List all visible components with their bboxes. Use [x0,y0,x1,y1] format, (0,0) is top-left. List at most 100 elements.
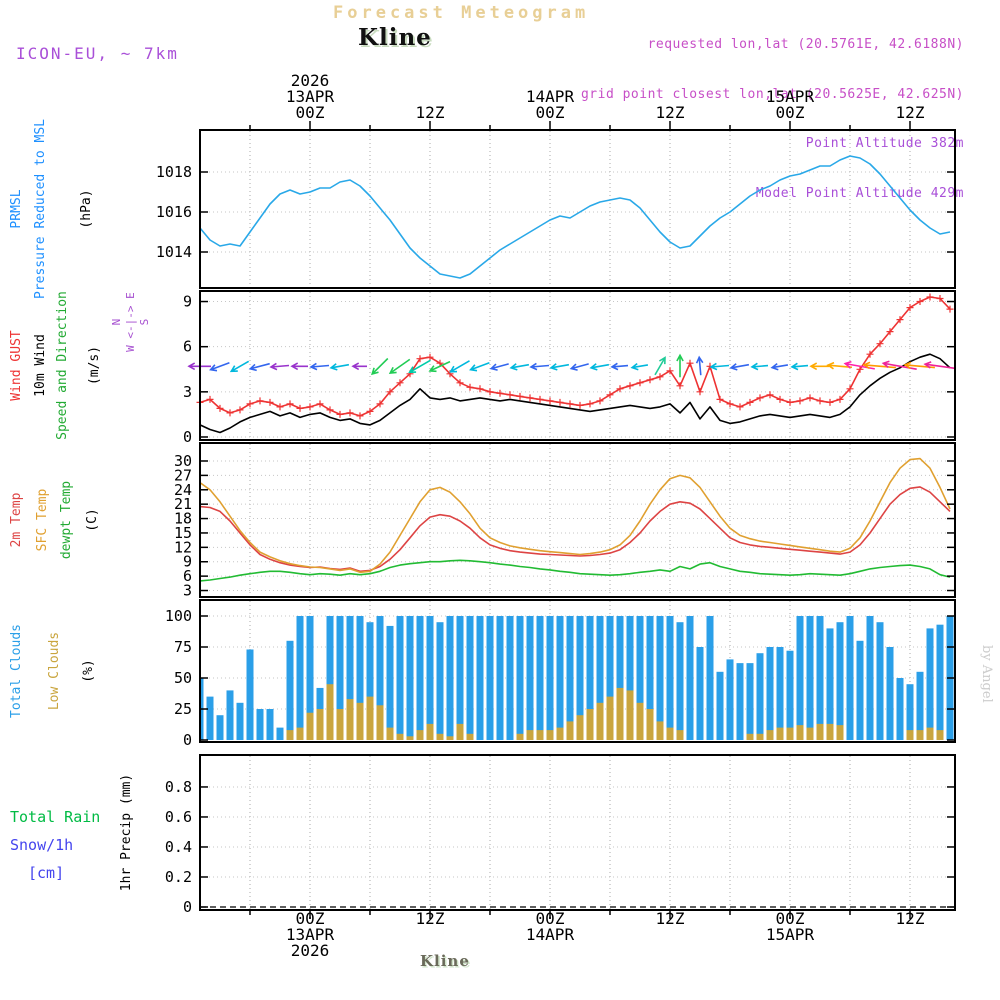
cloud-bar [316,709,324,741]
wind-arrow [843,360,875,370]
y-tick-label: 9 [183,293,192,311]
bottom-axis-label: 00Z [296,909,325,928]
cloud-bar [366,622,374,741]
cloud-bar [466,733,474,741]
cloud-bar [386,625,394,741]
cloud-bar [286,730,294,741]
cloud-bar [846,615,854,741]
top-axis-label: 12Z [896,103,925,122]
wind-arrow [790,362,809,371]
y-tick-label: 25 [174,700,192,718]
cloud-bar [906,730,914,741]
cloud-bar [256,709,264,741]
cloud-bar [216,715,224,741]
cloud-bar [776,727,784,741]
cloud-bar [656,721,664,741]
cloud-bar [416,730,424,741]
cloud-bar [586,615,594,741]
wind-panel: 0 3 6 9 Wind GUST 10m Wind Speed and Direction… [9,290,956,446]
cloud-bar [556,615,564,741]
cloud-bar [646,709,654,741]
wind-arrow [229,360,250,373]
cloud-bar [436,733,444,741]
bottom-axis-label: 15APR [766,925,815,944]
cloud-bar [306,712,314,741]
top-axis-label: 13APR [286,87,335,106]
cloud-bar [926,727,934,741]
cloud-bar [776,647,784,741]
wind-arrow [428,360,451,373]
cloud-bar [936,730,944,741]
top-axis-label: 00Z [776,103,805,122]
wind-arrow [469,362,490,372]
bottom-axis-label: 12Z [656,909,685,928]
cloud-bar [426,723,434,741]
y-tick-label: 30 [174,452,192,470]
bottom-axis-label: 00Z [776,909,805,928]
wind-arrow [209,362,230,372]
cloud-bar [906,684,914,741]
cloud-bar [666,615,674,741]
location-info: requested lon,lat (20.5761E, 42.6188N) g… [581,4,964,235]
cloud-bar [346,615,354,741]
cloud-bar [206,696,214,741]
y-tick-label: 18 [174,510,192,528]
y-tick-label: 27 [174,466,192,484]
bottom-axis-label: 2026 [291,941,330,960]
cloud-bar [796,615,804,741]
cloud-bar [526,730,534,741]
y-tick-label: 24 [174,481,192,499]
cloud-bar [586,709,594,741]
cloud-bar [756,733,764,741]
cloud-bar [446,615,454,741]
cloud-bar [676,622,684,741]
wind-arrow [881,360,917,370]
sfc-temp-line [199,457,951,574]
bottom-axis-label: 12Z [416,909,445,928]
cloud-bar [226,690,234,741]
cloud-bar [886,647,894,741]
wind-arrow [248,362,270,372]
wind-arrow [729,363,750,371]
panel-side-label: Total Clouds [9,624,24,718]
y-tick-label: 21 [174,495,192,513]
cloud-bar [366,696,374,741]
cloud-bar [426,615,434,741]
cloud-bar [826,723,834,741]
prmsl-line [199,155,951,279]
cloud-bar [536,730,544,741]
cloud-bar [546,730,554,741]
panel-side-label: (hPa) [79,189,94,228]
cloud-bar [456,723,464,741]
panel-side-label: Low Clouds [47,632,62,710]
clouds-frame [199,599,956,743]
cloud-bar [746,733,754,741]
cloud-bar [526,615,534,741]
y-tick-label: 9 [183,553,192,571]
bottom-axis-label: 14APR [526,925,575,944]
requested-coords: requested lon,lat (20.5761E, 42.6188N) [647,37,964,52]
cloud-bar [296,727,304,741]
cloud-bar [696,647,704,741]
cloud-bar [506,615,514,741]
panel-side-label: Speed and Direction [55,291,70,440]
panel-side-label: Wind GUST [9,330,24,401]
wind-arrow [549,363,570,371]
cloud-bar [936,624,944,741]
cloud-bar [246,649,254,741]
cloud-bar [406,736,414,741]
wind-arrow [351,362,367,371]
cloud-bar [806,615,814,741]
cloud-bar [916,730,924,741]
panel-side-label: (%) [81,659,96,682]
cloud-bar [566,721,574,741]
precip-panel: 0 0.2 0.4 0.6 0.8 1hr Precip (mm) Total Rain Sn… [10,754,956,916]
page-title: Forecast Meteogram [333,3,590,23]
cloud-bar [546,615,554,741]
cloud-bar [356,702,364,741]
cloud-bar [336,615,344,741]
wind-arrow [569,363,589,371]
